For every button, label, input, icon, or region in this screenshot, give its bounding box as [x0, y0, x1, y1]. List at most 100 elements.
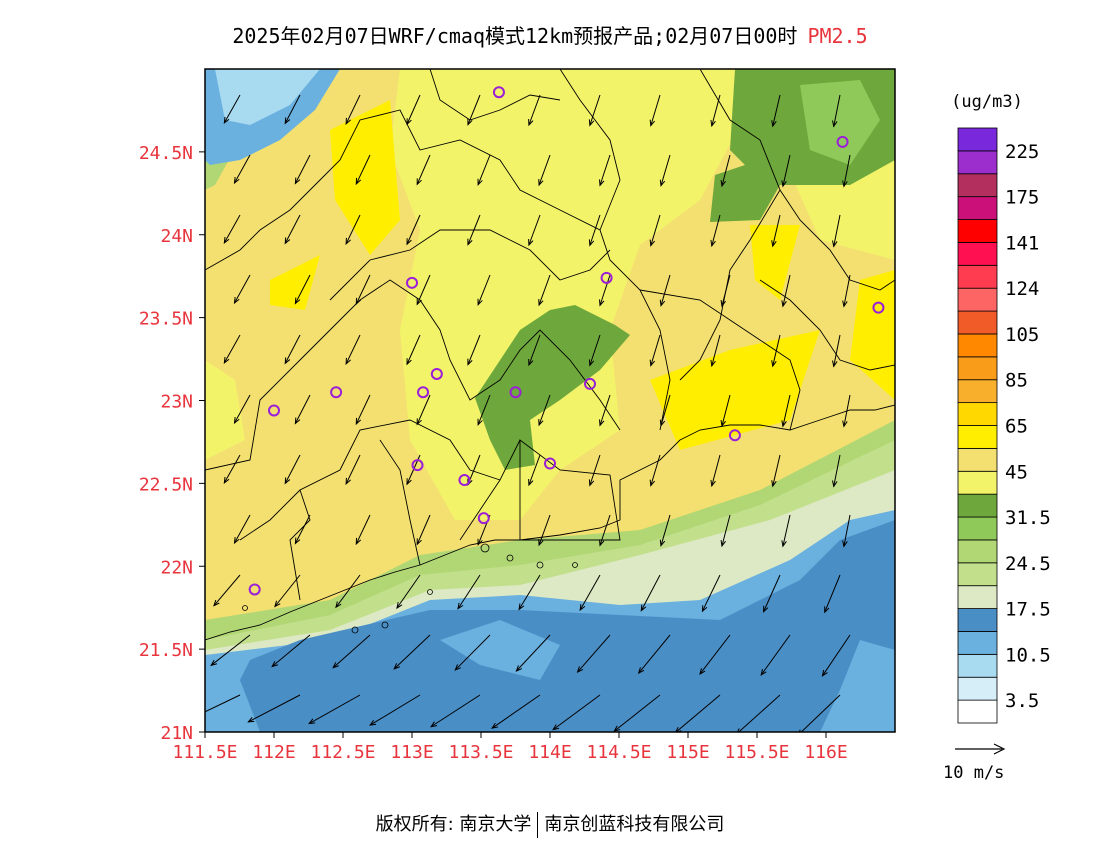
wind-arrow: [711, 334, 721, 367]
wind-arrowhead: [406, 478, 412, 486]
wind-arrowhead: [538, 299, 544, 307]
wind-arrow: [516, 634, 551, 672]
wind-arrowhead: [576, 666, 584, 674]
wind-arrow: [457, 574, 481, 609]
wind-reference-label: 10 m/s: [943, 763, 1004, 783]
colorbar-label: 31.5: [1005, 507, 1051, 529]
pm25-concentration-field: [205, 69, 895, 732]
wind-arrowhead: [528, 358, 534, 367]
station-marker: [600, 271, 613, 284]
wind-arrowhead: [345, 477, 351, 485]
wind-arrow: [822, 634, 851, 677]
station-marker: [492, 86, 505, 99]
wind-arrowhead: [467, 358, 473, 366]
wind-arrowhead: [771, 240, 777, 248]
wind-arrow: [335, 574, 361, 608]
lon-tick-label: 114.5E: [586, 742, 651, 763]
wind-arrow: [210, 634, 251, 666]
wind-arrow: [518, 574, 541, 610]
wind-arrow: [248, 694, 301, 723]
island: [536, 561, 544, 569]
station-marker: [872, 301, 885, 314]
station-marker: [417, 386, 430, 399]
wind-arrow: [833, 454, 841, 487]
wind-arrow: [477, 394, 491, 425]
wind-arrow: [223, 454, 241, 484]
wind-arrow: [528, 334, 541, 366]
wind-arrowhead: [396, 602, 403, 610]
wind-arrow: [772, 334, 781, 367]
wind-arrow: [599, 394, 611, 426]
station-marker-layer: [248, 86, 885, 596]
wind-arrow: [660, 274, 671, 306]
wind-arrow: [738, 694, 781, 732]
wind-arrow: [355, 274, 371, 305]
wind-arrow: [843, 514, 851, 547]
colorbar-swatch: [957, 631, 998, 655]
wind-arrowhead: [213, 599, 220, 607]
lat-tick-label: 22.5N: [139, 474, 193, 495]
field-band-sea: [440, 620, 560, 680]
wind-arrowhead: [467, 238, 473, 246]
boundary-line: [379, 439, 421, 566]
wind-arrow: [782, 154, 791, 187]
wind-arrowhead: [538, 539, 544, 547]
wind-arrowhead: [710, 359, 716, 368]
colorbar-label: 175: [1005, 187, 1039, 209]
wind-arrow: [355, 394, 371, 425]
wind-arrowhead: [233, 296, 240, 305]
wind-arrowhead: [294, 177, 301, 185]
colorbar-swatch: [957, 585, 998, 609]
lon-tick-label: 113E: [390, 742, 433, 763]
wind-arrow: [467, 334, 481, 365]
wind-arrow: [800, 694, 841, 732]
wind-arrowhead: [477, 178, 483, 186]
wind-arrowhead: [649, 359, 656, 367]
boundary-line: [559, 69, 621, 231]
wind-arrowhead: [233, 536, 240, 545]
wind-arrow: [284, 94, 301, 124]
island: [506, 554, 514, 562]
colorbar: 3.5 10.5 17.5 24.5 31.5 45 65 85 105 124 141 175 225: [957, 127, 1051, 724]
wind-arrow: [589, 214, 601, 246]
wind-arrow: [467, 214, 481, 245]
station-marker: [406, 276, 418, 289]
wind-arrowhead: [223, 116, 230, 125]
wind-arrow: [234, 394, 251, 424]
wind-arrow: [701, 574, 721, 612]
wind-arrowhead: [588, 119, 595, 127]
boundary-line: [779, 189, 895, 291]
wind-arrow: [369, 694, 421, 726]
wind-arrowhead: [406, 238, 412, 246]
colorbar-swatch: [957, 447, 998, 472]
wind-arrow: [355, 514, 371, 545]
colorbar-swatch: [957, 310, 998, 335]
wind-arrow: [538, 274, 551, 306]
lon-tick-label: 115E: [666, 742, 709, 763]
wind-arrow: [528, 214, 541, 246]
wind-arrow: [477, 154, 491, 185]
colorbar-swatch: [957, 264, 998, 289]
wind-arrowhead: [416, 178, 422, 186]
boundary-line: [205, 279, 621, 471]
footer-separator: [537, 812, 539, 838]
island: [480, 543, 490, 553]
wind-arrowhead: [345, 237, 351, 245]
wind-arrowhead: [284, 357, 291, 365]
wind-arrowhead: [649, 239, 656, 247]
station-marker: [544, 457, 556, 470]
colorbar-swatch: [957, 219, 998, 243]
wind-arrowhead: [637, 667, 645, 675]
wind-arrowhead: [528, 238, 534, 247]
boundary-line: [289, 419, 521, 601]
wind-arrowhead: [416, 418, 422, 426]
wind-arrowhead: [223, 356, 230, 365]
colorbar-label: 65: [1005, 416, 1028, 438]
wind-arrow: [772, 214, 781, 247]
wind-arrowhead: [294, 537, 301, 545]
boundary-line: [639, 289, 801, 431]
wind-arrowhead: [247, 716, 255, 723]
pollutant-label: PM2.5: [807, 24, 868, 48]
wind-arrowhead: [467, 118, 473, 126]
